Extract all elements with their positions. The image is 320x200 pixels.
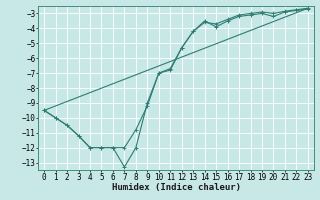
X-axis label: Humidex (Indice chaleur): Humidex (Indice chaleur) [111, 183, 241, 192]
